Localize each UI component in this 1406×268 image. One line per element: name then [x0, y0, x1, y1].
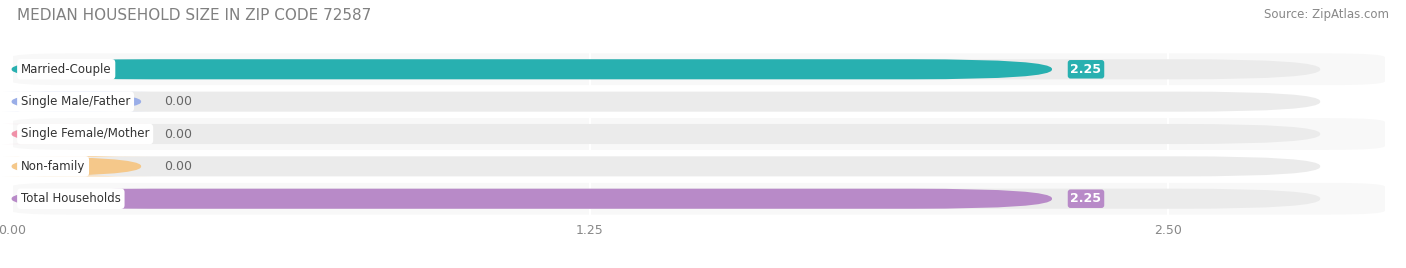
FancyBboxPatch shape	[11, 59, 1320, 79]
Text: Total Households: Total Households	[21, 192, 121, 205]
FancyBboxPatch shape	[11, 124, 1320, 144]
FancyBboxPatch shape	[11, 183, 1385, 215]
FancyBboxPatch shape	[3, 92, 150, 112]
Text: 0.00: 0.00	[165, 128, 193, 140]
Text: Married-Couple: Married-Couple	[21, 63, 111, 76]
Text: Non-family: Non-family	[21, 160, 86, 173]
FancyBboxPatch shape	[3, 124, 150, 144]
Text: 0.00: 0.00	[165, 160, 193, 173]
FancyBboxPatch shape	[11, 59, 1052, 79]
Text: MEDIAN HOUSEHOLD SIZE IN ZIP CODE 72587: MEDIAN HOUSEHOLD SIZE IN ZIP CODE 72587	[17, 8, 371, 23]
Text: 0.00: 0.00	[165, 95, 193, 108]
FancyBboxPatch shape	[11, 118, 1385, 150]
Text: Source: ZipAtlas.com: Source: ZipAtlas.com	[1264, 8, 1389, 21]
FancyBboxPatch shape	[11, 53, 1385, 85]
FancyBboxPatch shape	[11, 189, 1052, 209]
Text: Single Male/Father: Single Male/Father	[21, 95, 131, 108]
FancyBboxPatch shape	[11, 92, 1320, 112]
Text: 2.25: 2.25	[1070, 192, 1101, 205]
FancyBboxPatch shape	[11, 151, 1385, 182]
FancyBboxPatch shape	[3, 156, 150, 176]
FancyBboxPatch shape	[11, 189, 1320, 209]
Text: 2.25: 2.25	[1070, 63, 1101, 76]
Text: Single Female/Mother: Single Female/Mother	[21, 128, 149, 140]
FancyBboxPatch shape	[11, 86, 1385, 117]
FancyBboxPatch shape	[11, 156, 1320, 176]
